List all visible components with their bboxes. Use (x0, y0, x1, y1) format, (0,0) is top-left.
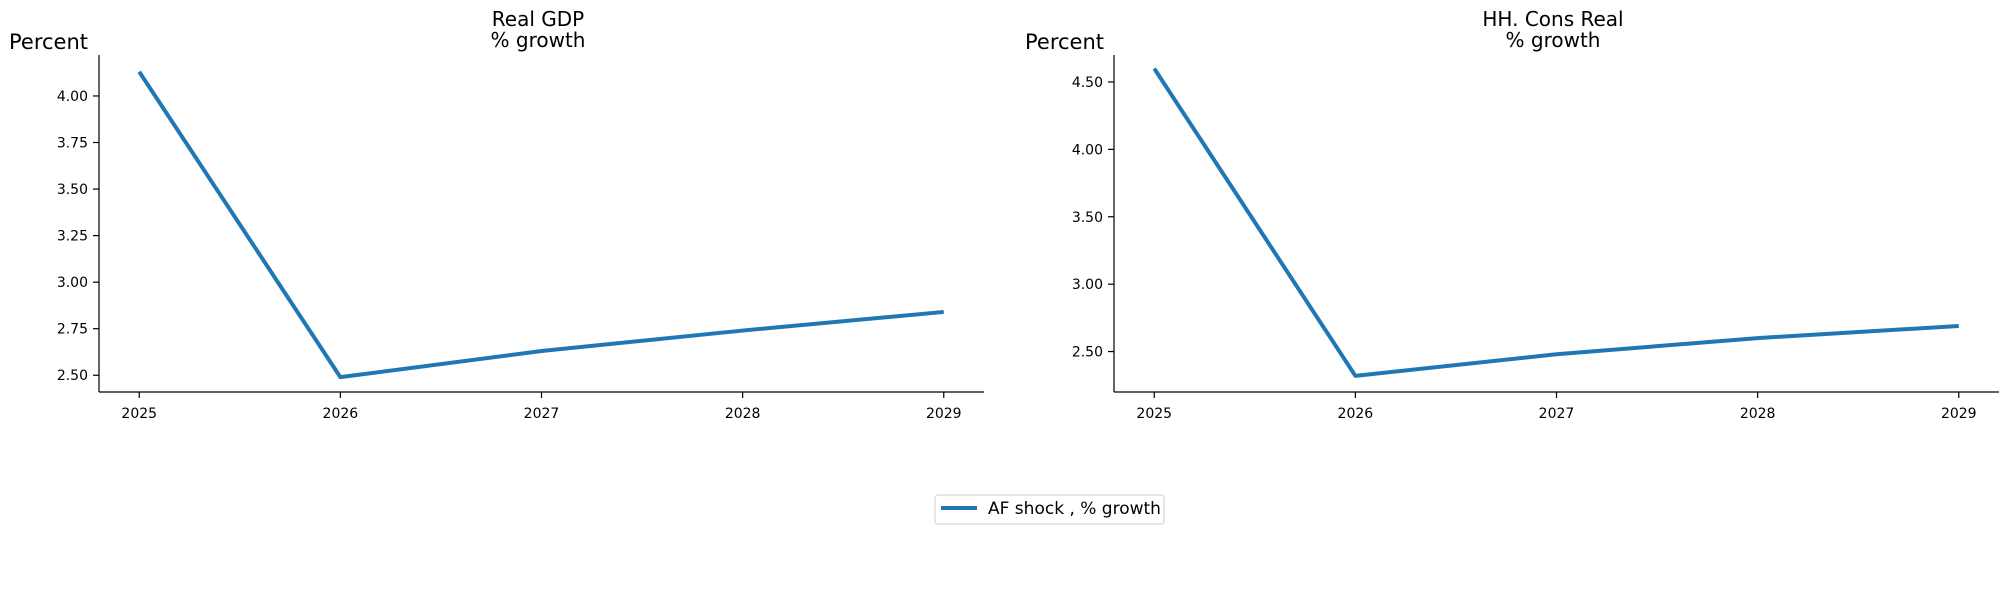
y-tick-label: 3.00 (57, 275, 88, 291)
series-group (137, 70, 944, 380)
legend-label: AF shock , % growth (988, 499, 1161, 519)
x-tick-label: 2028 (1740, 406, 1776, 422)
x-tick-label: 2025 (1136, 406, 1172, 422)
chart-hh-cons-real: HH. Cons Real % growth Percent 2.50 3.00 3… (1025, 7, 1999, 422)
chart-real-gdp: Real GDP % growth Percent 2.50 2.75 3.00 3.… (9, 7, 984, 422)
y-tick-label: 3.25 (57, 229, 88, 245)
y-axis-label: Percent (9, 30, 88, 54)
x-ticks: 2025 2026 2027 2028 2029 (121, 392, 962, 422)
x-tick-label: 2027 (524, 406, 560, 422)
y-tick-label: 3.50 (57, 182, 88, 198)
y-tick-label: 4.50 (1072, 75, 1103, 91)
y-tick-label: 4.00 (1072, 142, 1103, 158)
y-tick-label: 2.50 (57, 368, 88, 384)
chart-title-line2: % growth (491, 28, 586, 52)
y-tick-label: 3.50 (1072, 210, 1103, 226)
y-tick-label: 4.00 (57, 89, 88, 105)
x-tick-label: 2028 (725, 406, 761, 422)
y-tick-label: 3.00 (1072, 277, 1103, 293)
x-tick-label: 2026 (323, 406, 359, 422)
series-line (137, 70, 944, 380)
y-tick-label: 3.75 (57, 136, 88, 152)
x-tick-label: 2025 (121, 406, 157, 422)
x-tick-label: 2026 (1338, 406, 1374, 422)
x-ticks: 2025 2026 2027 2028 2029 (1136, 392, 1977, 422)
y-axis-label: Percent (1025, 30, 1104, 54)
chart-title-line2: % growth (1506, 28, 1601, 52)
legend-box (934, 494, 1165, 525)
y-ticks: 2.50 3.00 3.50 4.00 4.50 (1072, 75, 1114, 361)
x-tick-label: 2029 (1941, 406, 1977, 422)
y-tick-label: 2.50 (1072, 345, 1103, 361)
chart-title-line1: HH. Cons Real (1482, 7, 1623, 31)
legend: AF shock , % growth (934, 494, 1165, 525)
y-tick-label: 2.75 (57, 322, 88, 338)
series-group (1152, 67, 1959, 378)
series-line (1152, 67, 1959, 378)
y-ticks: 2.50 2.75 3.00 3.25 3.50 3.75 4.00 (57, 89, 99, 384)
x-tick-label: 2027 (1539, 406, 1575, 422)
chart-title-line1: Real GDP (492, 7, 584, 31)
x-tick-label: 2029 (926, 406, 962, 422)
